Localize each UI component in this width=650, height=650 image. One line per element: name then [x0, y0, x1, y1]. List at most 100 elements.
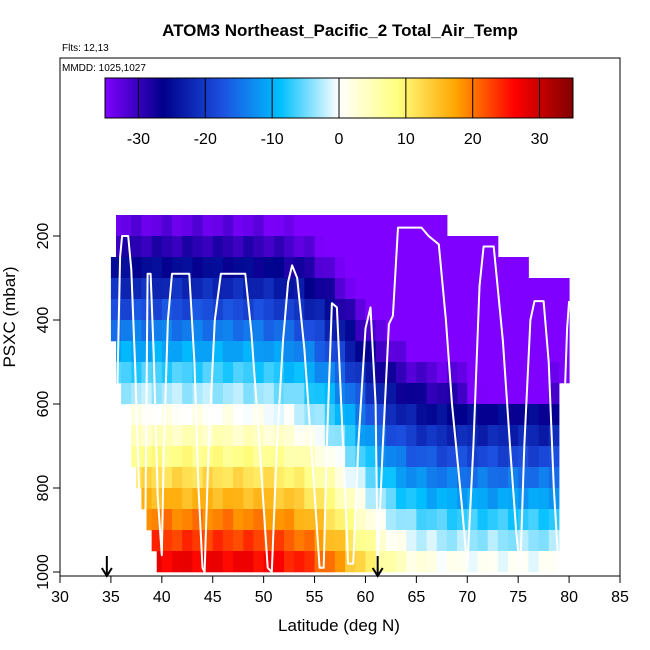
heatmap-cell: [385, 320, 397, 342]
heatmap-cell: [538, 362, 550, 384]
heatmap-cell: [467, 362, 478, 384]
heatmap-cell: [436, 341, 448, 363]
heatmap-cell: [294, 488, 305, 510]
heatmap-cell: [467, 425, 478, 447]
heatmap-cell: [182, 383, 193, 405]
heatmap-cell: [243, 446, 254, 468]
heatmap-cell: [172, 236, 183, 258]
heatmap-cell: [375, 404, 387, 426]
heatmap-cell: [202, 278, 214, 300]
heatmap-cell: [161, 257, 173, 279]
heatmap-cell: [487, 299, 499, 321]
heatmap-cell: [375, 299, 387, 321]
heatmap-cell: [192, 299, 204, 321]
heatmap-cell: [253, 404, 265, 426]
heatmap-cell: [375, 551, 387, 573]
heatmap-cell: [406, 551, 417, 573]
heatmap-cell: [253, 530, 265, 552]
heatmap-cell: [212, 341, 224, 363]
heatmap-cell: [161, 446, 173, 468]
heatmap-cell: [477, 509, 489, 531]
heatmap-cell: [426, 551, 438, 573]
heatmap-cell: [161, 299, 173, 321]
heatmap-cell: [345, 320, 356, 342]
heatmap-cell: [355, 299, 366, 321]
heatmap-cell: [161, 551, 173, 573]
heatmap-cell: [233, 278, 244, 300]
heatmap-cell: [406, 488, 417, 510]
heatmap-cell: [172, 404, 183, 426]
heatmap-cell: [284, 215, 295, 237]
heatmap-cell: [294, 509, 305, 531]
heatmap-cell: [467, 341, 478, 363]
heatmap-cell: [324, 215, 336, 237]
heatmap-cell: [284, 320, 295, 342]
heatmap-cell: [243, 488, 254, 510]
down-arrow-marker: [100, 556, 113, 578]
heatmap-cell: [284, 383, 295, 405]
heatmap-cell: [548, 278, 560, 300]
heatmap-cell: [294, 467, 305, 489]
heatmap-cell: [518, 257, 529, 279]
heatmap-cell: [548, 341, 560, 363]
heatmap-cell: [406, 467, 417, 489]
heatmap-cell: [416, 236, 428, 258]
heatmap-cell: [436, 383, 448, 405]
heatmap-cell: [385, 530, 397, 552]
heatmap-cell: [334, 446, 346, 468]
heatmap-cell: [365, 446, 377, 468]
heatmap-cell: [284, 446, 295, 468]
heatmap-cell: [222, 299, 234, 321]
heatmap-cell: [156, 551, 163, 573]
heatmap-cell: [263, 551, 275, 573]
heatmap-cell: [375, 530, 387, 552]
heatmap-cell: [457, 425, 468, 447]
flights-label: Flts: 12,13: [62, 43, 109, 54]
heatmap-cell: [284, 467, 295, 489]
heatmap-cell: [355, 551, 366, 573]
colorbar-ticks: -30 -20 -10 0 10 20 30: [127, 78, 549, 148]
heatmap-cell: [436, 488, 448, 510]
heatmap-cell: [304, 341, 316, 363]
heatmap-cell: [487, 278, 499, 300]
heatmap-cell: [222, 320, 234, 342]
heatmap-cell: [446, 446, 458, 468]
heatmap-cell: [161, 404, 173, 426]
heatmap-cell: [345, 509, 356, 531]
heatmap-cell: [304, 257, 316, 279]
heatmap-cell: [406, 215, 417, 237]
heatmap-cell: [273, 320, 285, 342]
heatmap-cell: [110, 257, 122, 279]
colorbar-tick-label: 30: [531, 131, 549, 148]
heatmap-cell: [284, 362, 295, 384]
heatmap-cell: [396, 299, 407, 321]
heatmap-cell: [182, 551, 193, 573]
heatmap-cell: [518, 404, 529, 426]
heatmap-cell: [396, 383, 407, 405]
heatmap-cell: [233, 530, 244, 552]
heatmap-cell: [436, 404, 448, 426]
heatmap-cell: [365, 509, 377, 531]
heatmap-cell: [172, 488, 183, 510]
heatmap-cell: [426, 467, 438, 489]
heatmap-cell: [273, 446, 285, 468]
heatmap-cell: [253, 488, 265, 510]
heatmap-cell: [172, 362, 183, 384]
heatmap-cell: [385, 425, 397, 447]
heatmap-cell: [233, 425, 244, 447]
heatmap-cell: [212, 425, 224, 447]
heatmap-cell: [548, 551, 560, 573]
heatmap-cell: [457, 362, 468, 384]
heatmap-cell: [263, 383, 275, 405]
heatmap-cell: [324, 425, 336, 447]
heatmap-cell: [477, 257, 489, 279]
heatmap-cell: [222, 257, 234, 279]
heatmap-cell: [131, 257, 142, 279]
heatmap-cell: [294, 530, 305, 552]
heatmap-cell: [151, 509, 163, 531]
heatmap-cell: [406, 320, 417, 342]
heatmap-cell: [446, 362, 458, 384]
heatmap-cell: [355, 488, 366, 510]
heatmap-cell: [406, 383, 417, 405]
heatmap-cell: [518, 551, 529, 573]
